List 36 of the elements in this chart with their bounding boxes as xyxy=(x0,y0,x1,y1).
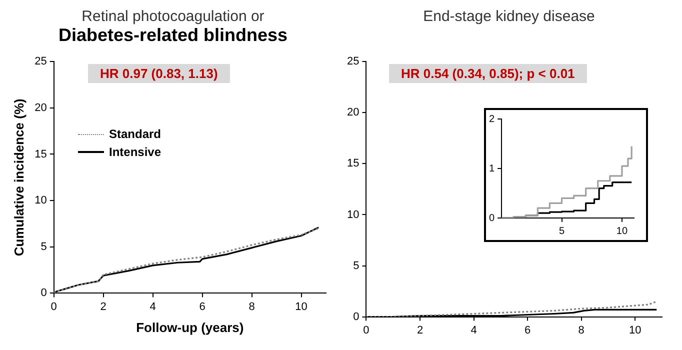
x-tick-label: 0 xyxy=(50,300,57,313)
x-tick-label: 0 xyxy=(363,324,370,336)
legend-label: Standard xyxy=(109,127,162,141)
y-tick-label: 25 xyxy=(346,56,360,68)
y-tick-label: 10 xyxy=(34,194,47,207)
chart-title: End-stage kidney disease xyxy=(422,8,596,26)
legend-label: Intensive xyxy=(109,145,162,159)
y-tick-label: 15 xyxy=(346,158,360,170)
y-axis-title: Cumulative incidence (%) xyxy=(11,98,26,256)
y-tick-label: 2 xyxy=(489,114,495,125)
y-tick-label: 1 xyxy=(489,163,495,174)
y-tick-label: 5 xyxy=(40,240,47,253)
chart-subtitle: Diabetes-related blindness xyxy=(57,25,289,46)
y-tick-label: 0 xyxy=(353,310,360,323)
y-tick-label: 20 xyxy=(34,102,47,114)
annotation: HR 0.97 (0.83, 1.13) xyxy=(88,64,230,83)
x-axis-title: Follow-up (years) xyxy=(136,320,244,335)
y-tick-label: 15 xyxy=(34,148,47,160)
y-tick-label: 0 xyxy=(489,212,495,224)
y-tick-label: 5 xyxy=(353,260,360,272)
x-tick-label: 2 xyxy=(416,324,424,336)
x-tick-label: 6 xyxy=(524,324,531,336)
y-tick-label: 20 xyxy=(346,106,360,119)
x-tick-label: 10 xyxy=(628,324,642,336)
x-tick-label: 6 xyxy=(199,300,206,313)
x-tick-label: 8 xyxy=(248,300,255,313)
y-tick-label: 25 xyxy=(34,56,47,68)
x-tick-label: 4 xyxy=(470,324,477,336)
chart-title: Retinal photocoagulation or xyxy=(80,8,266,26)
y-tick-label: 0 xyxy=(40,287,47,300)
y-tick-label: 10 xyxy=(346,208,360,221)
annotation: HR 0.54 (0.34, 0.85); p < 0.01 xyxy=(389,64,587,83)
x-tick-label: 8 xyxy=(578,324,584,336)
x-tick-label: 2 xyxy=(100,300,106,313)
x-tick-label: 4 xyxy=(150,300,156,313)
x-tick-label: 10 xyxy=(295,300,308,313)
